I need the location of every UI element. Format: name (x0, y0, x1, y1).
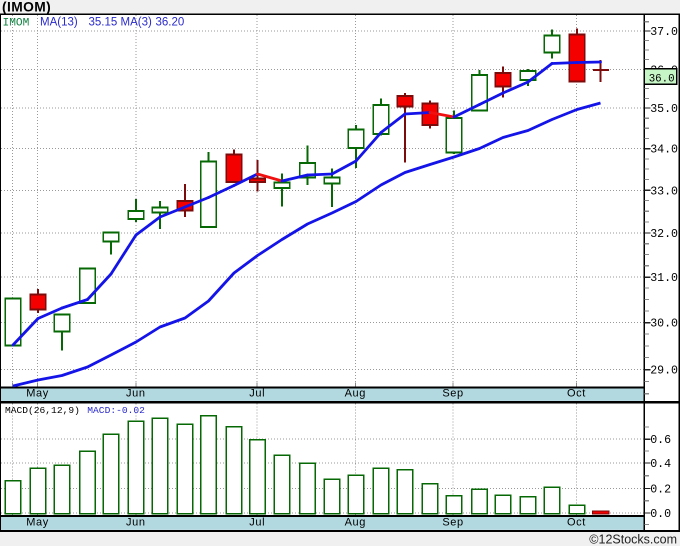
svg-text:37.0: 37.0 (650, 26, 678, 39)
svg-text:IMOM: IMOM (3, 18, 30, 30)
svg-text:34.0: 34.0 (650, 144, 678, 157)
svg-text:0.4: 0.4 (650, 458, 671, 471)
svg-text:29.0: 29.0 (650, 365, 678, 378)
svg-text:31.0: 31.0 (650, 272, 678, 285)
svg-text:33.0: 33.0 (650, 185, 678, 198)
svg-text:0.0: 0.0 (650, 508, 671, 521)
svg-text:Jul: Jul (249, 387, 265, 399)
svg-text:(IMOM): (IMOM) (2, 0, 51, 15)
svg-text:0.2: 0.2 (650, 484, 671, 497)
svg-text:Oct: Oct (567, 516, 586, 528)
svg-text:35.15: 35.15 (89, 17, 118, 29)
svg-text:0.6: 0.6 (650, 434, 671, 447)
svg-text:MA(13): MA(13) (40, 17, 78, 29)
svg-text:36.0: 36.0 (649, 73, 675, 85)
svg-text:MA(3): MA(3) (121, 17, 152, 29)
svg-text:Aug: Aug (345, 387, 366, 399)
svg-text:32.0: 32.0 (650, 228, 678, 241)
svg-text:Jul: Jul (249, 516, 265, 528)
svg-text:Sep: Sep (442, 387, 463, 399)
svg-text:MACD(26,12,9): MACD(26,12,9) (5, 405, 80, 416)
svg-text:Sep: Sep (442, 516, 463, 528)
svg-text:Jun: Jun (126, 387, 146, 399)
svg-text:Aug: Aug (345, 516, 366, 528)
svg-text:May: May (26, 387, 49, 399)
svg-text:35.0: 35.0 (650, 103, 678, 116)
svg-text:May: May (26, 516, 49, 528)
svg-text:Jun: Jun (126, 516, 146, 528)
svg-text:36.20: 36.20 (156, 17, 185, 29)
svg-text:30.0: 30.0 (650, 318, 678, 331)
svg-text:©12Stocks.com: ©12Stocks.com (589, 533, 677, 546)
svg-text:Oct: Oct (567, 387, 586, 399)
svg-text:MACD:-0.02: MACD:-0.02 (87, 405, 145, 416)
